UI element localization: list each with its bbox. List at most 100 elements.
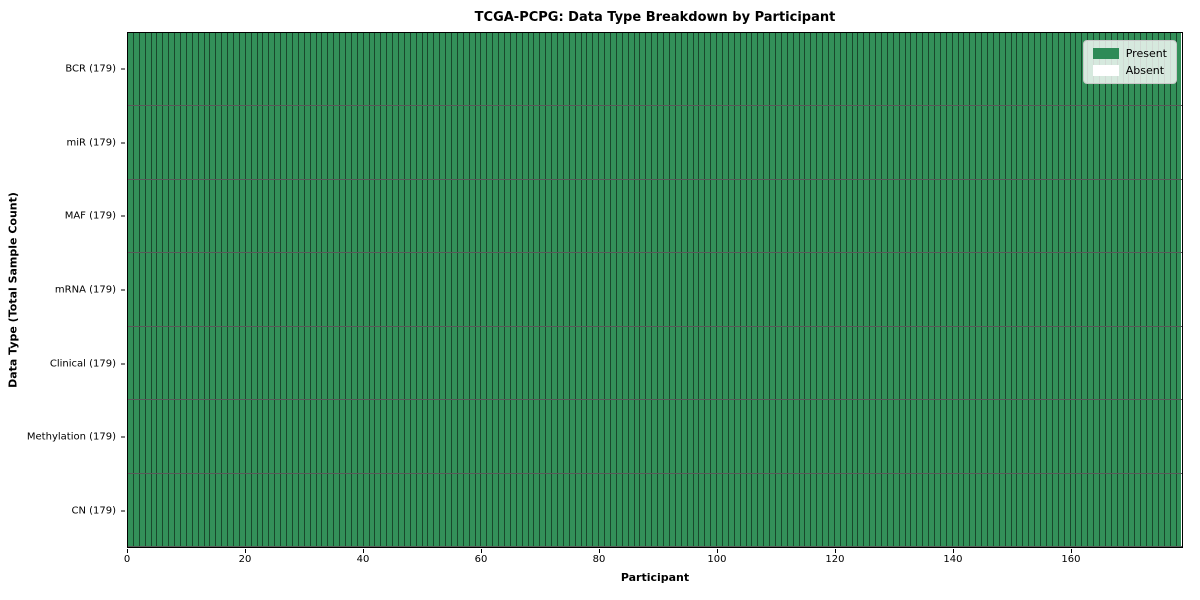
heatmap-cell [805,253,812,326]
heatmap-cell [852,473,859,546]
heatmap-cell [1117,179,1124,253]
heatmap-cell [976,253,983,326]
heatmap-cell [328,33,335,106]
heatmap-cell [864,400,871,473]
heatmap-cell [169,326,176,400]
heatmap-cell [552,179,559,253]
heatmap-cell [298,473,305,546]
heatmap-cell [251,400,258,473]
heatmap-cell [728,400,735,473]
heatmap-cell [210,400,217,473]
heatmap-cell [210,106,217,179]
heatmap-cell [687,253,694,326]
heatmap-cell [935,400,941,473]
heatmap-cell [316,473,323,546]
heatmap-cell [363,400,370,473]
legend-label-present: Present [1125,47,1167,60]
heatmap-cell [882,326,888,400]
heatmap-cell [611,106,617,179]
heatmap-cell [1017,106,1024,179]
heatmap-cell [935,473,941,546]
heatmap-cell [1152,179,1159,253]
heatmap-cell [817,179,824,253]
heatmap-cell [917,179,924,253]
heatmap-cell [775,253,782,326]
heatmap-cell [487,179,494,253]
heatmap-cell [929,179,936,253]
heatmap-cell [658,33,665,106]
heatmap-cell [1023,473,1030,546]
heatmap-cell [793,179,800,253]
heatmap-cell [133,33,140,106]
heatmap-cell [887,473,894,546]
heatmap-cell [216,253,223,326]
heatmap-cell [805,473,812,546]
heatmap-cell [192,473,199,546]
heatmap-cell [446,400,452,473]
heatmap-cell [628,106,635,179]
heatmap-cell [999,106,1006,179]
heatmap-cell [899,473,906,546]
heatmap-cell [946,179,953,253]
chart-title: TCGA-PCPG: Data Type Breakdown by Partic… [474,10,836,25]
heatmap-cell [711,179,718,253]
heatmap-cell [422,179,429,253]
heatmap-cell [357,106,364,179]
heatmap-cell [952,33,959,106]
heatmap-cell [1164,326,1171,400]
heatmap-cell [410,400,417,473]
heatmap-cell [581,400,588,473]
heatmap-cell [1064,179,1071,253]
heatmap-cell [398,179,405,253]
heatmap-cell [1135,106,1142,179]
heatmap-cell [717,179,723,253]
heatmap-cell [722,400,729,473]
heatmap-cell [505,253,511,326]
heatmap-cell [652,179,659,253]
heatmap-cell [605,179,612,253]
heatmap-cell [181,326,187,400]
heatmap-cell [1135,179,1142,253]
y-tick-label-MAF: MAF (179) [64,210,116,222]
heatmap-cell [169,179,176,253]
heatmap-cell [1023,106,1030,179]
heatmap-cell [369,179,376,253]
heatmap-cell [510,106,517,179]
heatmap-cell [970,179,977,253]
heatmap-cell [946,106,953,179]
heatmap-cell [711,400,718,473]
heatmap-cell [675,33,682,106]
heatmap-cell [935,179,941,253]
heatmap-cell [198,473,205,546]
heatmap-cell [1017,400,1024,473]
heatmap-cell [340,253,346,326]
heatmap-cell [416,400,423,473]
heatmap-cell [375,473,382,546]
heatmap-cell [228,179,235,253]
heatmap-cell [823,106,829,179]
heatmap-cell [605,253,612,326]
heatmap-cell [363,33,370,106]
heatmap-cell [410,179,417,253]
heatmap-cell [222,106,229,179]
heatmap-cell [1088,106,1095,179]
heatmap-cell [699,179,706,253]
heatmap-cell [993,33,1000,106]
heatmap-cell [1141,473,1148,546]
heatmap-cell [982,179,989,253]
heatmap-cell [858,400,865,473]
heatmap-cell [958,106,965,179]
x-tick-mark [362,549,364,553]
heatmap-cell [1046,473,1053,546]
heatmap-cell [175,106,182,179]
heatmap-row-BCR [128,33,1182,107]
heatmap-cell [263,33,270,106]
heatmap-cell [1117,326,1124,400]
heatmap-cell [457,179,464,253]
heatmap-cell [840,326,847,400]
heatmap-cell [446,253,452,326]
heatmap-cell [864,33,871,106]
heatmap-cell [787,253,794,326]
heatmap-cell [328,473,335,546]
plot-area: Present Absent [127,32,1183,548]
